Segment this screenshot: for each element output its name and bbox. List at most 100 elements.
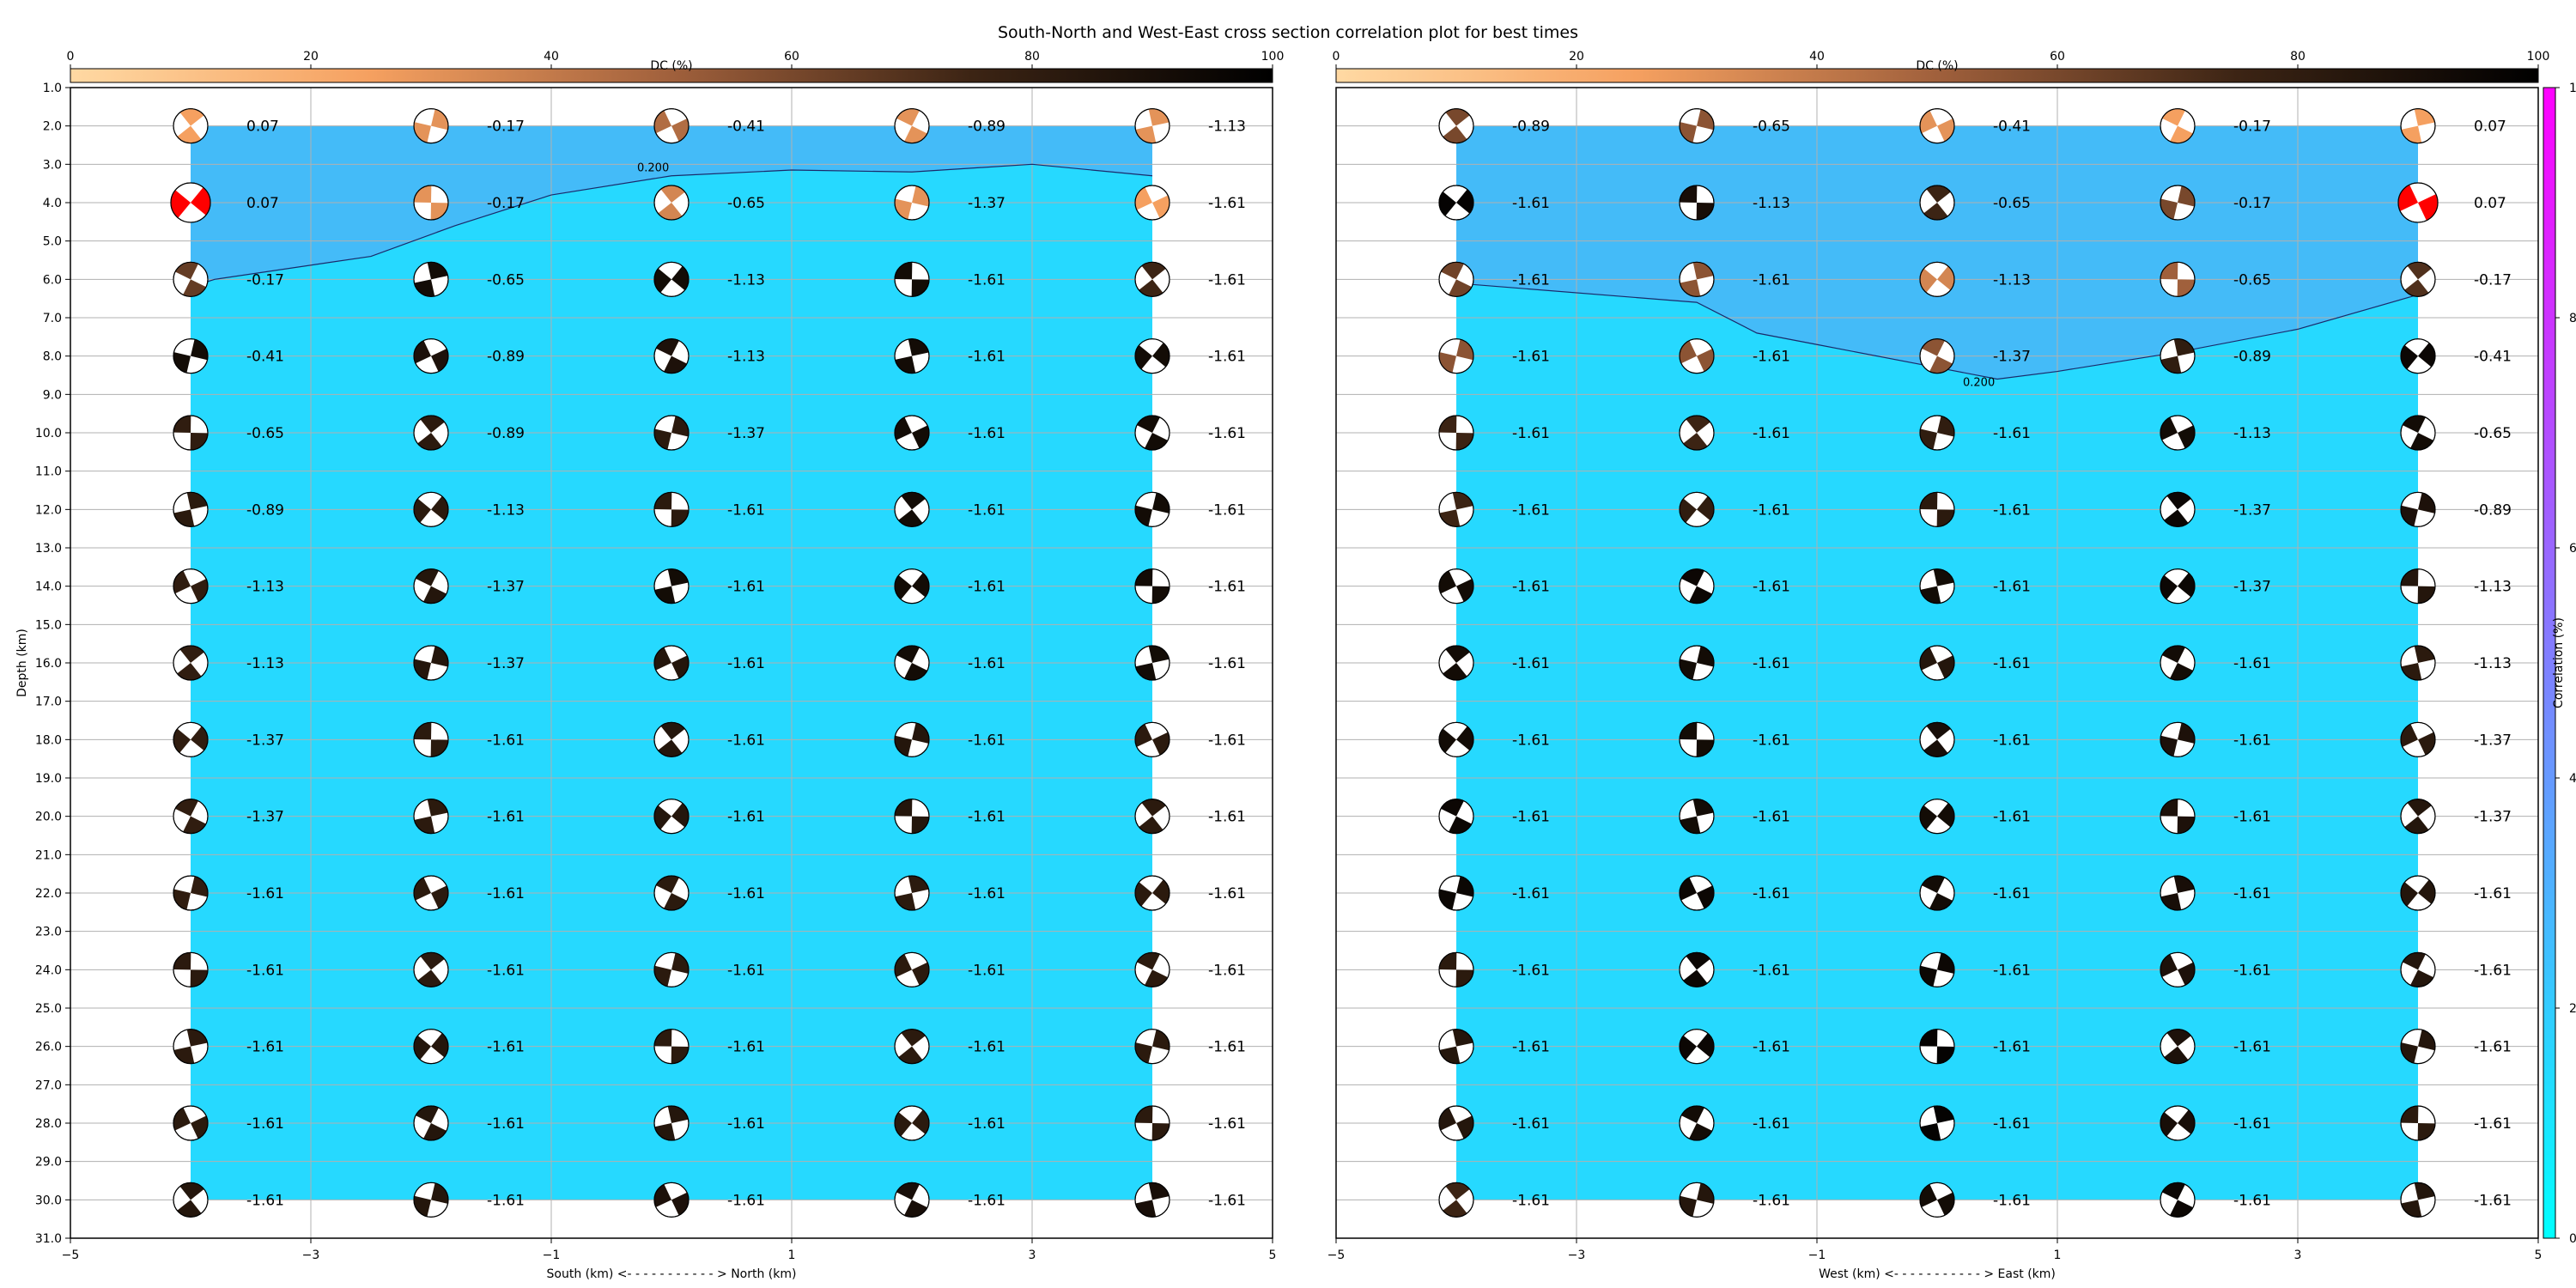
- y-tick-label: 7.0: [43, 312, 62, 325]
- best-beachball: [170, 182, 211, 223]
- beachball: [1438, 799, 1474, 835]
- beachball: [2160, 875, 2196, 911]
- beachball: [2160, 721, 2196, 757]
- cell-value: -1.13: [2474, 579, 2512, 596]
- beachball: [1679, 875, 1715, 911]
- beachball: [1134, 721, 1170, 757]
- beachball: [653, 645, 690, 681]
- cell-value: -1.61: [727, 1039, 765, 1056]
- cell-value: -0.65: [1753, 118, 1790, 136]
- dc-colorbar-right: 0 20 40 60 80 100 DC (%): [1333, 50, 2549, 83]
- y-axis-label: Depth (km): [15, 629, 29, 697]
- cell-value: -1.37: [246, 809, 284, 826]
- cell-value: -1.61: [968, 655, 1005, 672]
- corr-tick-label: 80: [2569, 312, 2576, 325]
- beachball: [413, 338, 449, 374]
- beachball: [173, 568, 209, 605]
- dc-tick-label: 20: [303, 50, 319, 64]
- beachball: [2160, 568, 2196, 605]
- cell-value: -0.17: [487, 195, 525, 212]
- y-tick-label: 2.0: [43, 120, 62, 134]
- cell-value: -1.61: [1753, 655, 1790, 672]
- cell-value: -1.61: [727, 962, 765, 979]
- west-east-panel: 0.200 -0.89 -0.65 -0.41 -0.17 0.07 -1.61 -1.13 -…: [1327, 87, 2543, 1281]
- x-axis-label: South (km) <- - - - - - - - - - - > Nort…: [547, 1267, 797, 1281]
- cell-value: -0.17: [246, 271, 284, 289]
- beachball: [653, 108, 690, 144]
- beachball: [2160, 951, 2196, 987]
- beachball: [1134, 951, 1170, 987]
- x-tick-label: 5: [2535, 1249, 2543, 1262]
- beachball: [173, 1182, 209, 1218]
- cell-value: -1.37: [2474, 809, 2512, 826]
- cell-value: -1.61: [1753, 579, 1790, 596]
- beachball: [1134, 568, 1170, 605]
- beachball: [2400, 645, 2436, 681]
- cell-value: -1.61: [487, 1039, 525, 1056]
- cell-value: -0.65: [2474, 425, 2512, 442]
- beachball: [413, 645, 449, 681]
- x-tick-label: 3: [2294, 1249, 2302, 1262]
- x-tick-label: 1: [788, 1249, 796, 1262]
- contour-line: [1455, 283, 2419, 380]
- y-tick-label: 16.0: [35, 657, 62, 671]
- beachball: [413, 261, 449, 297]
- cell-value: -1.61: [1208, 425, 1246, 442]
- beachball: [653, 1029, 690, 1065]
- cell-value: -1.61: [968, 271, 1005, 289]
- beachball: [1438, 568, 1474, 605]
- contour-label: 0.200: [1963, 376, 1995, 389]
- cell-value: -1.61: [1512, 579, 1550, 596]
- beachball: [413, 1029, 449, 1065]
- beachball: [653, 415, 690, 451]
- y-tick-label: 8.0: [43, 350, 62, 364]
- cell-value: -1.61: [1208, 501, 1246, 519]
- y-tick-label: 28.0: [35, 1117, 62, 1131]
- x-tick-label: −5: [1327, 1249, 1346, 1262]
- cell-value: -1.61: [1993, 1115, 2031, 1133]
- y-tick-label: 15.0: [35, 618, 62, 632]
- cell-value: -1.61: [1512, 271, 1550, 289]
- cell-value: -1.61: [1993, 962, 2031, 979]
- cell-value: -0.89: [968, 118, 1005, 136]
- cell-value: -0.65: [1993, 195, 2031, 212]
- beachball: [1134, 261, 1170, 297]
- cell-value: -1.61: [1208, 579, 1246, 596]
- beachball: [653, 261, 690, 297]
- cell-value: -1.61: [968, 1192, 1005, 1209]
- beachball: [2400, 721, 2436, 757]
- cell-value: -1.61: [1208, 962, 1246, 979]
- beachball: [653, 491, 690, 527]
- beachball: [1438, 185, 1474, 221]
- cell-value: -1.61: [1512, 885, 1550, 902]
- cell-value: -0.41: [2474, 349, 2512, 366]
- cell-value: -1.61: [1753, 1192, 1790, 1209]
- beachball: [1919, 491, 1955, 527]
- cell-value: -1.61: [2474, 1039, 2512, 1056]
- beachball: [894, 721, 930, 757]
- beachball: [173, 415, 209, 451]
- dc-tick-label: 100: [1261, 50, 1285, 64]
- beachball: [2400, 568, 2436, 605]
- beachball: [1134, 1029, 1170, 1065]
- cell-value: -1.61: [2474, 1115, 2512, 1133]
- dc-colorbar-gradient: [70, 68, 1273, 83]
- beachball: [653, 338, 690, 374]
- cell-value: -0.89: [1512, 118, 1550, 136]
- dc-colorbar-label: DC (%): [1916, 59, 1958, 73]
- beachball: [894, 415, 930, 451]
- y-tick-label: 19.0: [35, 772, 62, 786]
- cell-value: -1.61: [968, 349, 1005, 366]
- cell-value: -1.61: [968, 962, 1005, 979]
- beachball: [1438, 875, 1474, 911]
- beachball: [1679, 1029, 1715, 1065]
- beachball: [1679, 338, 1715, 374]
- beachball: [413, 799, 449, 835]
- beachball: [653, 951, 690, 987]
- beachball: [1438, 338, 1474, 374]
- beachball: [1919, 799, 1955, 835]
- cell-value: -1.13: [246, 579, 284, 596]
- beachball: [1679, 645, 1715, 681]
- beachball: [1919, 875, 1955, 911]
- cell-value: -1.61: [968, 1115, 1005, 1133]
